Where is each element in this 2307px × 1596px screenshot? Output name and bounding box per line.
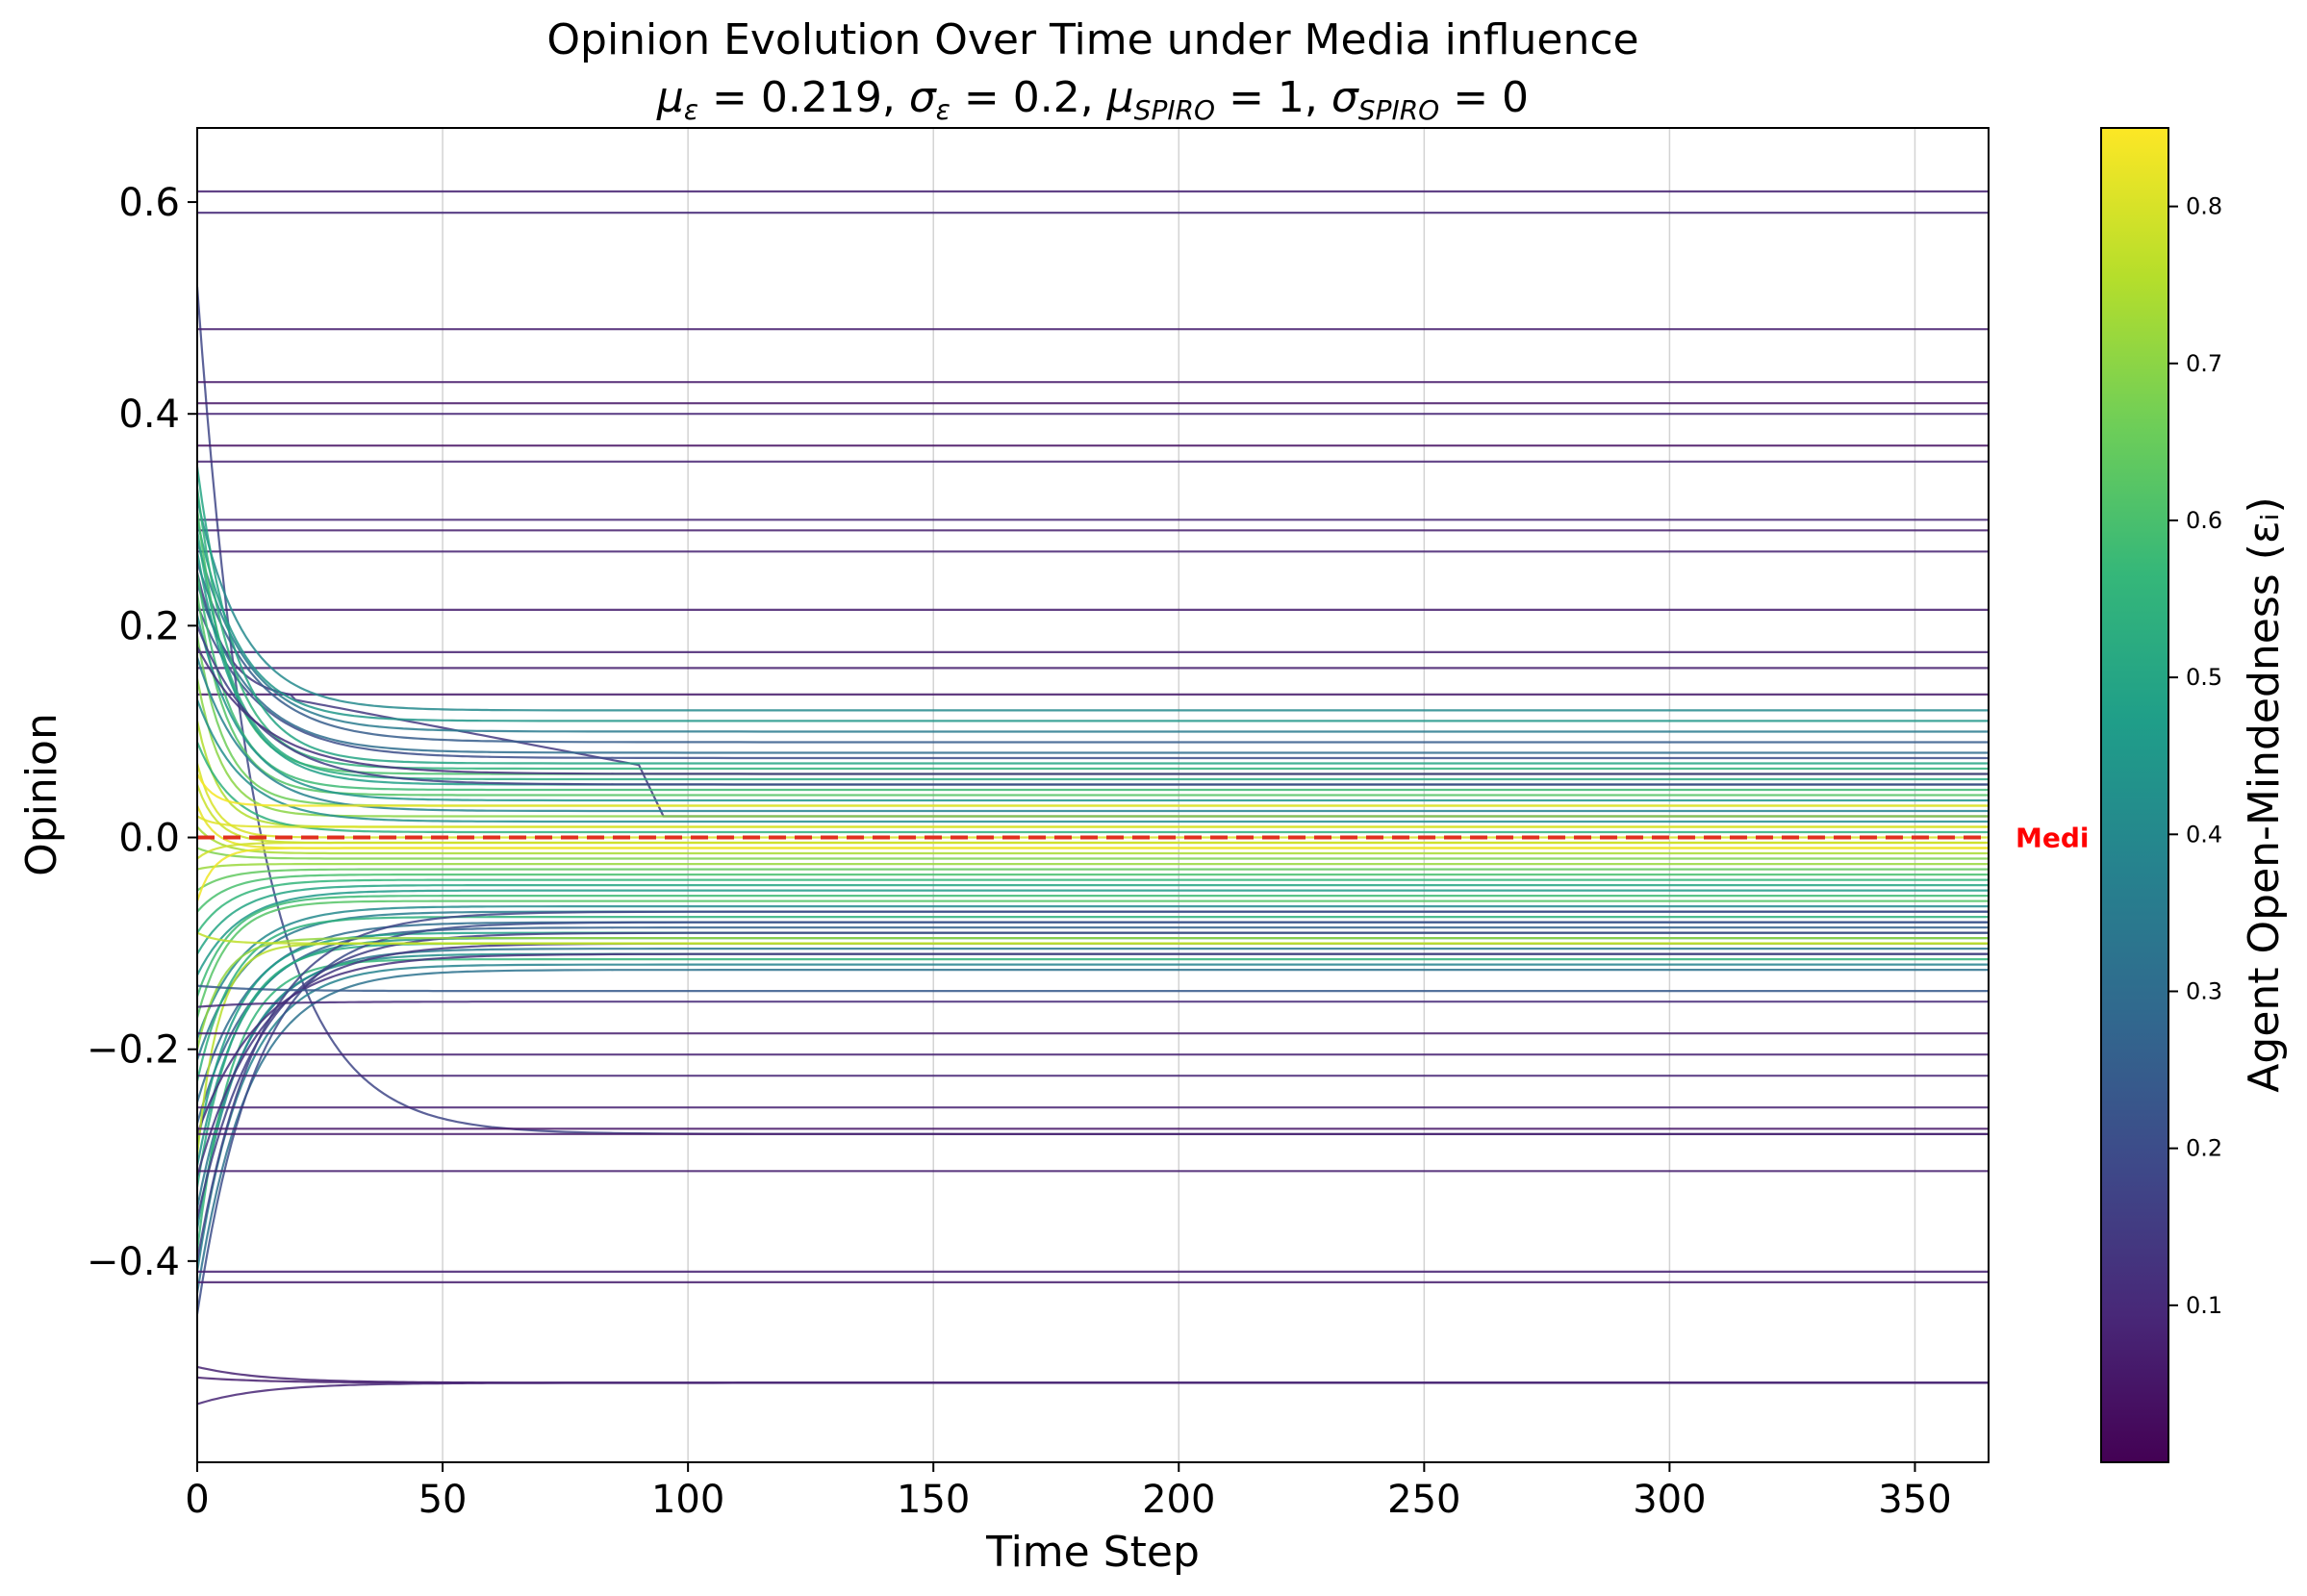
x-tick-label: 150 [897,1478,970,1522]
chart-title: Opinion Evolution Over Time under Media … [546,15,1638,64]
y-axis-label: Opinion [17,713,66,876]
opinion-trajectory [197,894,1989,998]
opinion-trajectory [197,936,1989,1050]
opinion-trajectory [197,847,1989,901]
opinion-trajectory [197,699,1989,823]
mu-spiro-symbol: μ [1106,73,1134,122]
opinion-trajectory [197,899,1989,1019]
sigma-spiro-symbol: σ [1331,73,1359,122]
spiro-subscript: SPIRO [1134,94,1215,126]
opinion-trajectory [197,968,1989,1294]
mu-spiro-value: = 1, [1215,73,1331,122]
opinion-trajectory [197,467,1989,765]
opinion-trajectory [197,947,1989,1209]
y-tick-label: 0.0 [118,817,180,861]
opinion-trajectory [197,815,1989,828]
opinion-trajectory [197,931,1989,1220]
sigma-eps-value: = 0.2, [951,73,1107,122]
opinion-trajectory [197,878,1989,934]
opinion-trajectory [197,915,1989,1081]
colorbar [2100,127,2169,1463]
colorbar-tick-label: 0.5 [2186,664,2222,691]
opinion-trajectory [197,1001,1989,1008]
x-axis-ticks: 0 50 100 150 200 250 300 350 [185,1462,1952,1522]
y-axis-ticks: −0.4 −0.2 0.0 0.2 0.4 0.6 [87,181,197,1284]
x-axis-label: Time Step [985,1528,1200,1577]
opinion-trajectory [197,841,1989,860]
opinion-trajectory [197,678,1989,818]
y-tick-label: 0.4 [118,393,180,437]
opinion-trajectory [197,931,1989,945]
opinion-trajectory [197,873,1989,913]
opinion-trajectory [197,561,1989,744]
spiro-subscript-2: SPIRO [1358,94,1439,126]
opinion-trajectory [197,889,1989,976]
y-tick-label: −0.2 [87,1028,180,1073]
y-tick-label: −0.4 [87,1240,180,1284]
opinion-trajectory [197,847,1989,860]
opinion-trajectory [197,519,1989,722]
y-tick-label: 0.6 [118,181,180,225]
opinion-trajectory [197,963,1989,1273]
colorbar-ticks: 0.1 0.2 0.3 0.4 0.5 0.6 0.7 0.8 [2168,193,2222,1319]
opinion-trajectory [197,883,1989,955]
opinion-trajectory [197,773,1989,807]
opinion-trajectory [197,825,1989,855]
opinion-trajectory [197,921,1989,1315]
x-tick-label: 100 [651,1478,724,1522]
opinion-trajectory [197,984,1989,993]
opinion-trajectory [197,615,1989,802]
opinion-trajectory [197,657,1989,813]
opinion-trajectory [197,1381,1989,1406]
colorbar-tick-label: 0.2 [2186,1135,2222,1162]
opinion-trajectory [197,646,1989,775]
opinion-trajectory [197,624,1989,786]
opinion-series [197,190,1989,1406]
opinion-trajectory [197,582,1989,754]
opinion-trajectory [197,541,1989,733]
opinion-trajectory [197,904,1989,1040]
eps-subscript: ε [684,94,698,126]
colorbar-tick-label: 0.6 [2186,507,2222,534]
opinion-trajectory [197,868,1989,892]
opinion-trajectory [197,763,1989,839]
x-tick-label: 200 [1142,1478,1215,1522]
plot-frame [196,127,1990,1463]
colorbar-label: Agent Open-Mindedness (εᵢ) [2240,496,2289,1092]
mu-eps-value: = 0.219, [698,73,909,122]
opinion-trajectory [197,942,1989,1187]
opinion-trajectory [197,952,1989,1229]
opinion-trajectory [197,509,1989,775]
media-label: Medi [2015,823,2090,854]
eps-subscript-2: ε [936,94,951,126]
opinion-trajectory [197,594,1989,797]
x-tick-label: 0 [185,1478,209,1522]
colorbar-tick-label: 0.3 [2186,977,2222,1004]
chart-subtitle: με = 0.219, σε = 0.2, μSPIRO = 1, σSPIRO… [656,73,1529,126]
opinion-trajectory [197,957,1989,1251]
y-tick-label: 0.2 [118,604,180,648]
colorbar-tick-label: 0.7 [2186,350,2222,377]
x-tick-label: 350 [1878,1478,1951,1522]
x-tick-label: 300 [1633,1478,1706,1522]
colorbar-tick-label: 0.1 [2186,1292,2222,1319]
x-tick-label: 50 [418,1478,468,1522]
x-tick-label: 250 [1387,1478,1460,1522]
opinion-trajectory [197,572,1989,792]
colorbar-tick-label: 0.8 [2186,193,2222,220]
opinion-trajectory [197,862,1989,871]
colorbar-tick-label: 0.4 [2186,821,2222,848]
opinion-trajectory [197,784,1989,845]
mu-eps-symbol: μ [656,73,684,122]
opinion-trajectory [197,942,1989,1178]
opinion-trajectory [197,530,1989,781]
opinion-trajectory [197,952,1989,1135]
opinion-trajectory [197,603,1989,760]
opinion-trajectory [197,1365,1989,1384]
opinion-trajectory [197,910,1989,1261]
sigma-eps-symbol: σ [909,73,937,122]
opinion-trajectory [197,498,1989,712]
sigma-spiro-value: = 0 [1439,73,1529,122]
